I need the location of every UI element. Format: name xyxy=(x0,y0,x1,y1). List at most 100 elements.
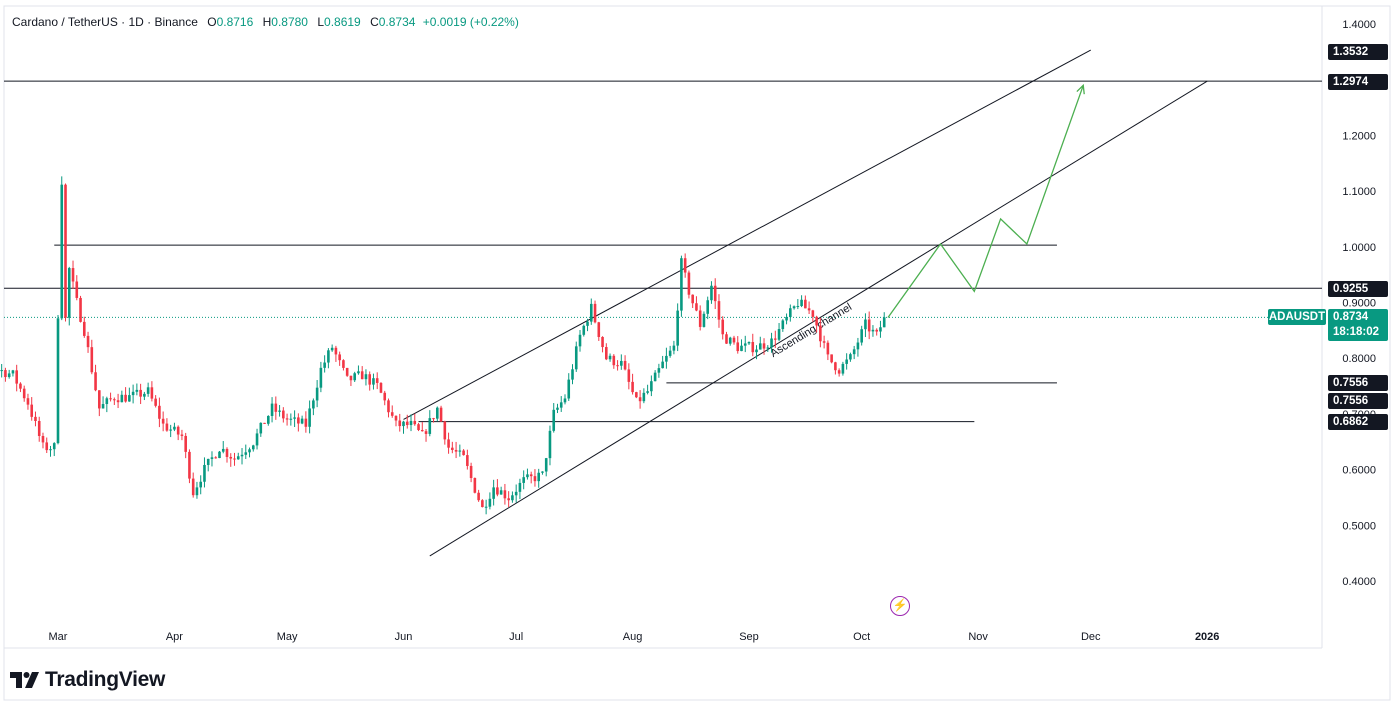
candle-body xyxy=(466,455,469,466)
grid xyxy=(3,5,1391,701)
candle-body xyxy=(312,400,315,409)
candle-body xyxy=(4,370,7,378)
candle-body xyxy=(864,319,867,330)
tradingview-logo[interactable]: TradingView xyxy=(10,668,165,692)
candle-body xyxy=(852,349,856,355)
candle-body xyxy=(244,452,248,455)
candle-body xyxy=(882,317,886,328)
projection-arrowhead xyxy=(1076,83,1085,95)
y-tick-label: 0.6000 xyxy=(1342,465,1376,477)
x-tick-label: Aug xyxy=(623,631,643,643)
tradingview-mark-icon xyxy=(10,672,39,688)
x-tick-label: Dec xyxy=(1081,631,1101,643)
candle-body xyxy=(548,430,552,459)
candle-body xyxy=(56,318,60,444)
close-label: C xyxy=(370,15,379,29)
candle-body xyxy=(736,342,740,352)
candle-body xyxy=(589,303,593,322)
candle-body xyxy=(394,415,398,421)
candle-body xyxy=(143,393,146,397)
candle-body xyxy=(124,394,127,402)
candle-body xyxy=(668,350,672,356)
candle-body xyxy=(462,450,465,456)
candle-body xyxy=(796,306,800,308)
x-tick-label: Jul xyxy=(509,631,523,643)
high-value: 0.8780 xyxy=(271,15,308,29)
candle-body xyxy=(867,319,871,332)
candle-body xyxy=(593,303,597,323)
candle-body xyxy=(800,299,803,307)
candle-body xyxy=(762,343,766,349)
candle-body xyxy=(638,397,642,402)
candle-body xyxy=(218,451,221,459)
candle-body xyxy=(214,457,218,459)
candle-body xyxy=(225,448,229,457)
x-tick-label: 2026 xyxy=(1195,631,1219,643)
low-value: 0.8619 xyxy=(324,15,361,29)
y-tick-label: 0.8000 xyxy=(1342,353,1376,365)
price-level-badge: 0.9255 xyxy=(1328,281,1388,297)
candle-body xyxy=(533,476,537,482)
chart-header: Cardano / TetherUS · 1D · Binance O0.871… xyxy=(12,15,519,29)
candle-body xyxy=(289,418,293,420)
candle-body xyxy=(236,456,240,460)
candle-body xyxy=(661,361,664,369)
candle-body xyxy=(383,392,387,401)
candle-body xyxy=(717,301,721,320)
candle-body xyxy=(503,490,507,499)
candle-body xyxy=(732,337,736,343)
x-tick-label: Jun xyxy=(395,631,413,643)
candle-body xyxy=(267,415,270,424)
candle-body xyxy=(439,407,443,422)
candle-body xyxy=(75,281,79,298)
candle-body xyxy=(334,347,338,355)
candle-body xyxy=(203,464,206,482)
candle-body xyxy=(221,448,225,452)
candle-body xyxy=(849,354,852,360)
candle-body xyxy=(37,420,41,436)
candle-body xyxy=(105,398,109,405)
symbol-title: Cardano / TetherUS · 1D · Binance xyxy=(12,15,198,29)
candle-body xyxy=(582,325,586,335)
candle-body xyxy=(653,372,657,382)
candle-body xyxy=(22,388,26,399)
candle-body xyxy=(507,498,510,501)
low-label: L xyxy=(317,15,325,29)
candle-body xyxy=(146,387,150,394)
candle-body xyxy=(131,391,135,396)
candle-body xyxy=(308,408,311,427)
y-tick-label: 1.1000 xyxy=(1342,186,1376,198)
candle-body xyxy=(436,407,439,419)
candle-body xyxy=(165,423,169,431)
candle-body xyxy=(330,347,334,351)
candle-body xyxy=(402,421,405,427)
candle-body xyxy=(390,412,394,416)
candle-body xyxy=(357,371,360,374)
candle-body xyxy=(199,481,203,488)
candle-body xyxy=(372,378,375,385)
ticker-badge[interactable]: ADAUSDT 0.8734 18:18:02 xyxy=(1268,309,1388,342)
candle-body xyxy=(522,477,525,483)
candle-body xyxy=(856,342,860,350)
candle-body xyxy=(432,418,435,420)
candle-body xyxy=(680,258,683,311)
candle-body xyxy=(706,300,710,314)
candle-body xyxy=(364,374,368,380)
candle-body xyxy=(315,387,319,401)
candle-body xyxy=(19,383,22,389)
candle-body xyxy=(60,184,64,319)
lightning-icon[interactable]: ⚡ xyxy=(890,596,910,616)
brand-name: TradingView xyxy=(45,668,166,691)
candle-body xyxy=(841,363,845,374)
candle-body xyxy=(687,272,691,295)
candle-body xyxy=(176,426,180,435)
candle-body xyxy=(30,404,34,417)
candle-body xyxy=(811,310,815,317)
candle-body xyxy=(616,365,619,367)
candle-body xyxy=(578,334,582,347)
candle-body xyxy=(259,422,263,434)
chart-frame xyxy=(3,5,1391,701)
candle-body xyxy=(631,381,634,393)
candle-body xyxy=(405,421,409,426)
